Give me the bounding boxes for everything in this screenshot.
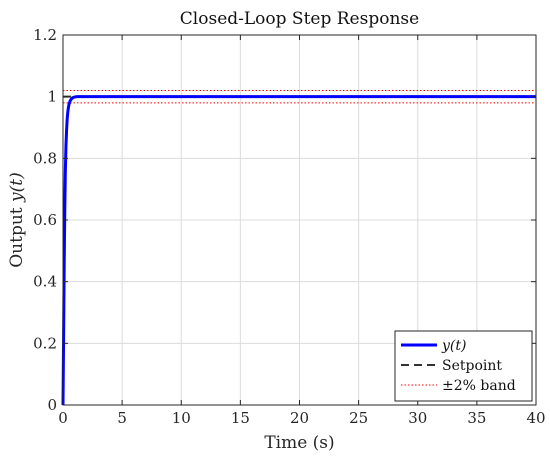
y-tick-labels: 0 0.2 0.4 0.6 0.8 1 1.2 <box>33 26 57 414</box>
x-tick-label: 25 <box>349 409 368 427</box>
x-tick-label: 15 <box>231 409 250 427</box>
axis-ticks <box>62 34 537 406</box>
y-axis-label: Output y(t) <box>7 172 27 268</box>
x-tick-labels: 0 5 10 15 20 25 30 35 40 <box>58 409 545 427</box>
y-tick-label: 0 <box>47 396 57 414</box>
x-axis-label: Time (s) <box>264 433 334 453</box>
x-tick-label: 40 <box>526 409 545 427</box>
x-tick-label: 5 <box>117 409 127 427</box>
x-tick-label: 10 <box>172 409 191 427</box>
x-tick-label: 0 <box>58 409 68 427</box>
y-tick-label: 0.4 <box>33 273 57 291</box>
y-tick-label: 1.2 <box>33 26 57 44</box>
y-tick-label: 0.2 <box>33 334 57 352</box>
legend-label-setpoint: Setpoint <box>442 358 502 374</box>
y-tick-label: 0.6 <box>33 211 57 229</box>
x-tick-label: 20 <box>290 409 309 427</box>
response-curve <box>61 95 536 406</box>
chart-title: Closed-Loop Step Response <box>180 9 419 29</box>
x-tick-label: 35 <box>467 409 486 427</box>
legend-label-response: y(t) <box>441 338 466 354</box>
x-tick-label: 30 <box>408 409 427 427</box>
legend-label-band: ±2% band <box>442 378 516 394</box>
y-tick-label: 0.8 <box>33 149 57 167</box>
y-tick-label: 1 <box>47 88 57 106</box>
response-path <box>61 95 536 406</box>
legend: y(t) Setpoint ±2% band <box>394 330 533 402</box>
